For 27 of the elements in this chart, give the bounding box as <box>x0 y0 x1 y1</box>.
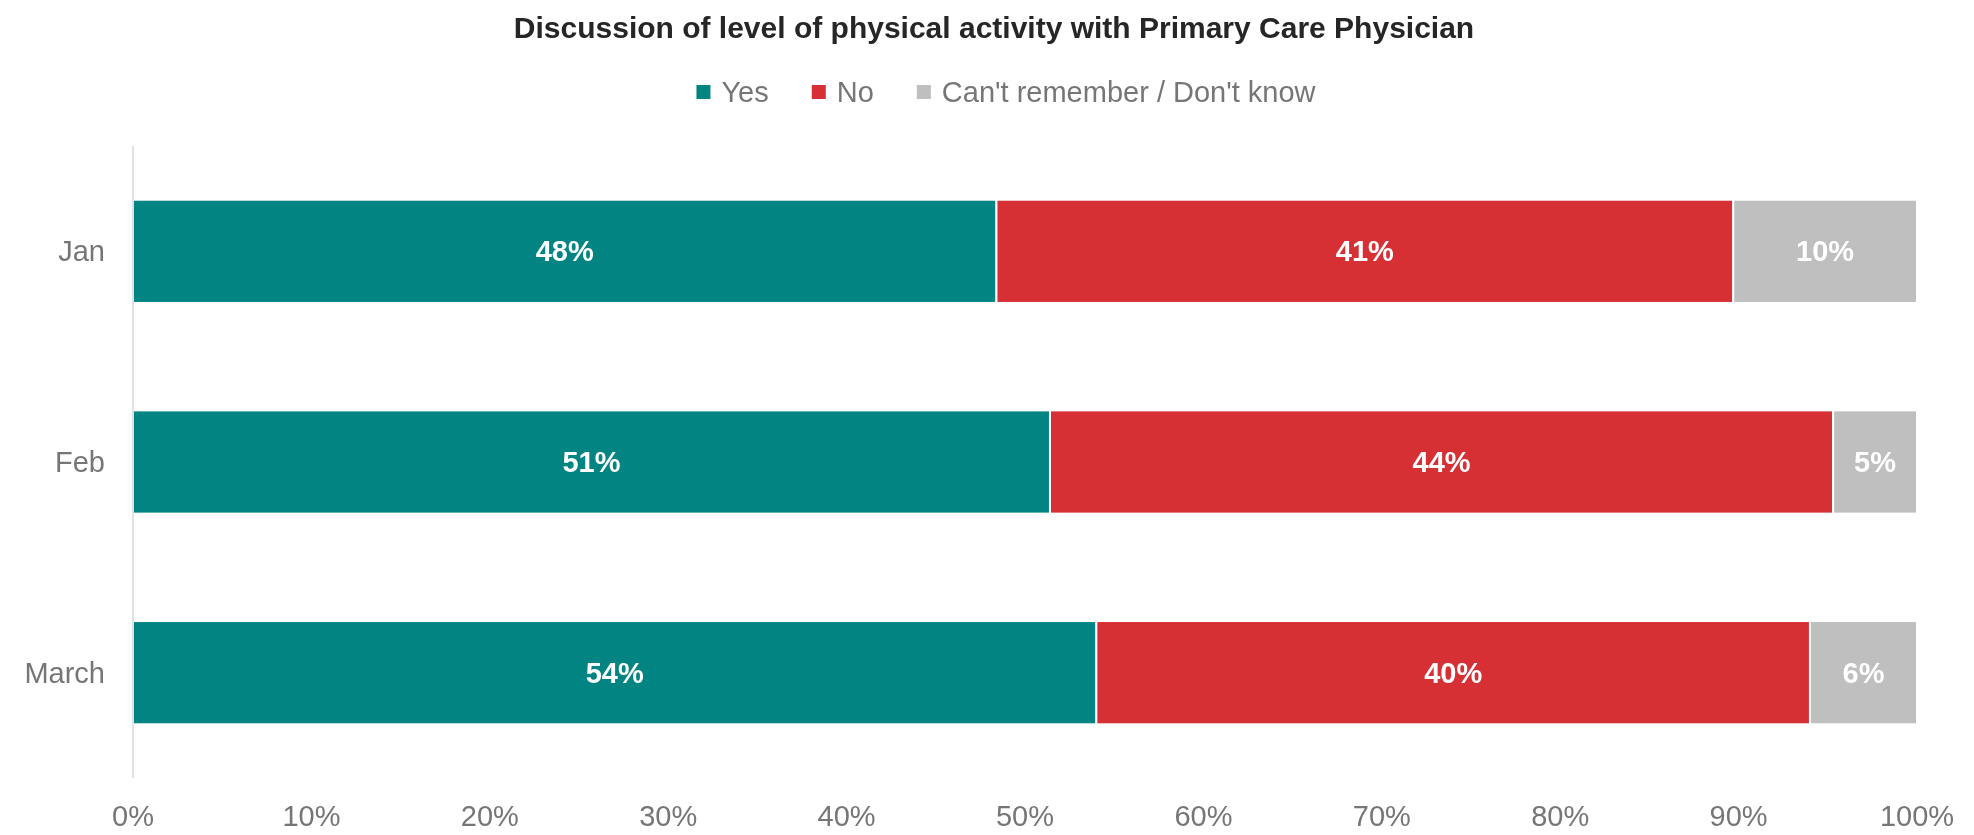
x-tick-label: 30% <box>639 800 698 832</box>
data-label: 51% <box>562 446 621 478</box>
data-label: 54% <box>585 656 644 689</box>
x-tick-label: 20% <box>460 800 519 832</box>
data-label: 6% <box>1842 656 1885 689</box>
data-label: 5% <box>1854 446 1897 478</box>
x-tick-label: 70% <box>1352 800 1411 832</box>
legend-label: No <box>836 76 874 108</box>
data-label: 10% <box>1796 235 1855 268</box>
data-label: 41% <box>1335 235 1395 268</box>
data-label: 40% <box>1424 656 1483 689</box>
y-tick-label: Jan <box>58 235 105 268</box>
x-tick-label: 40% <box>817 800 876 832</box>
x-tick-label: 10% <box>282 800 341 832</box>
legend-label: Can't remember / Don't know <box>941 76 1317 108</box>
y-tick-label: Feb <box>55 446 105 478</box>
y-tick-label: March <box>24 656 105 689</box>
x-tick-label: 0% <box>112 800 154 832</box>
data-label: 44% <box>1412 446 1471 478</box>
x-tick-label: 100% <box>1879 800 1955 832</box>
legend-label: Yes <box>721 76 769 108</box>
x-tick-label: 50% <box>995 800 1055 832</box>
x-tick-label: 80% <box>1531 800 1590 832</box>
x-tick-label: 90% <box>1709 800 1768 832</box>
data-label: 48% <box>535 235 594 268</box>
x-tick-label: 60% <box>1174 800 1233 832</box>
chart-title: Discussion of level of physical activity with Primary Care Physician <box>513 11 1475 44</box>
